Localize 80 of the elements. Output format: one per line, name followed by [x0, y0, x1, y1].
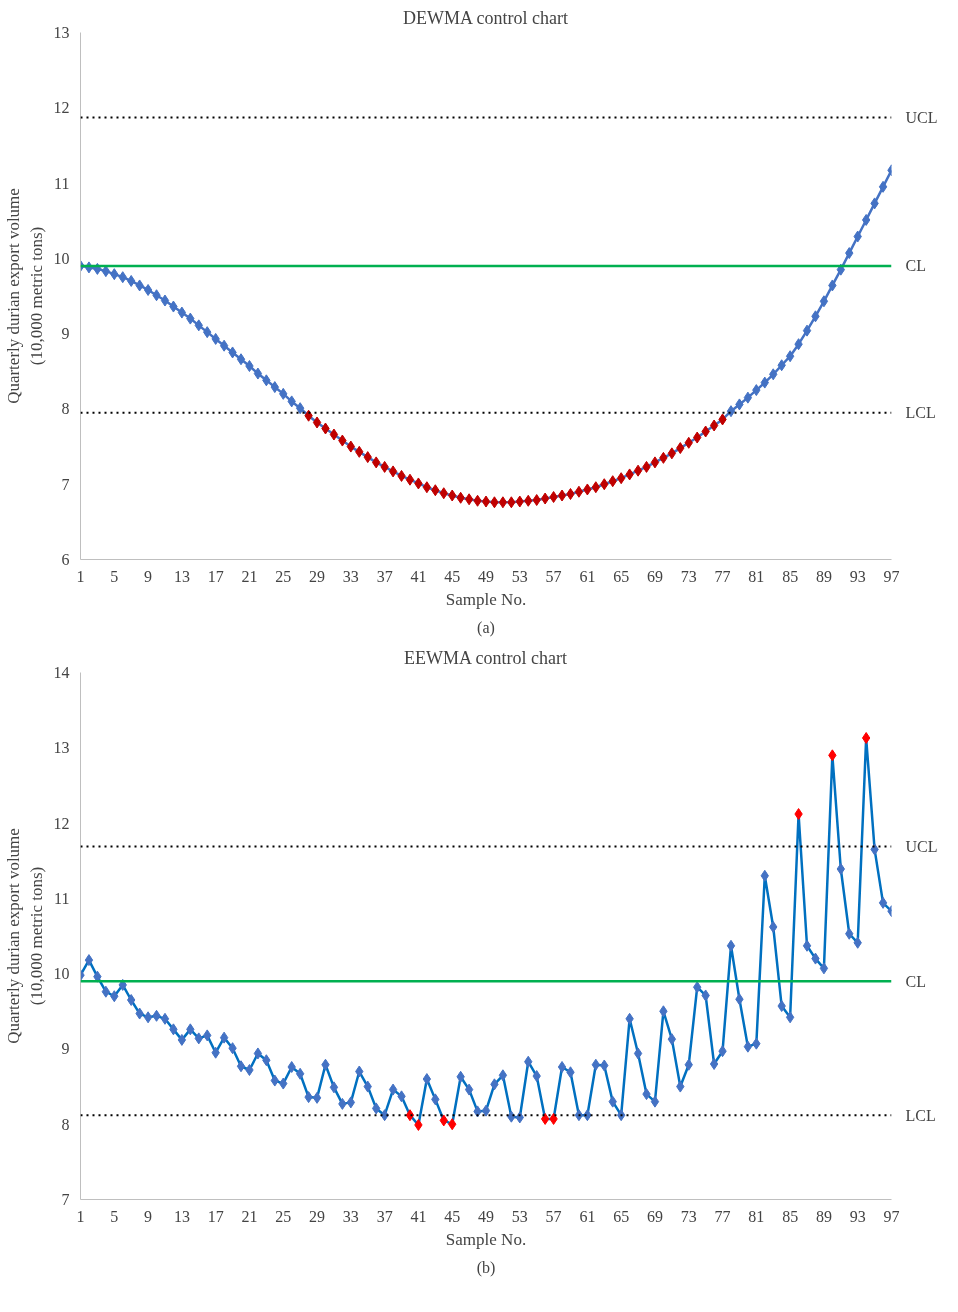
y-tick-label: 8 — [61, 1115, 70, 1133]
x-tick-label: 25 — [275, 1207, 292, 1225]
y-tick-label: 14 — [53, 664, 70, 681]
chart-title: DEWMA control chart — [403, 7, 568, 28]
x-tick-label: 81 — [748, 1207, 765, 1225]
x-tick-label: 65 — [613, 567, 630, 585]
x-tick-label: 77 — [714, 1207, 731, 1225]
y-tick-label: 12 — [53, 814, 70, 832]
y-tick-label: 9 — [61, 325, 70, 343]
y-tick-label: 9 — [61, 1040, 70, 1058]
ref-line-label: LCL — [905, 1106, 936, 1124]
x-tick-label: 97 — [883, 567, 900, 585]
y-tick-label: 7 — [61, 1191, 70, 1208]
y-tick-label: 13 — [53, 739, 70, 757]
x-tick-label: 89 — [815, 1207, 832, 1225]
x-tick-label: 53 — [511, 1207, 528, 1225]
x-tick-label: 65 — [613, 1207, 630, 1225]
x-tick-label: 69 — [646, 567, 663, 585]
ref-line-label: CL — [905, 257, 926, 275]
x-tick-label: 5 — [110, 567, 119, 585]
ref-line-label: UCL — [905, 109, 938, 127]
y-tick-label: 13 — [53, 24, 70, 41]
x-tick-label: 13 — [173, 567, 190, 585]
x-tick-label: 17 — [207, 1207, 224, 1225]
x-tick-label: 89 — [815, 567, 832, 585]
x-axis-title: Sample No. — [445, 1229, 527, 1249]
x-tick-label: 57 — [545, 567, 562, 585]
x-tick-label: 53 — [511, 567, 528, 585]
x-tick-label: 29 — [309, 567, 326, 585]
x-tick-label: 37 — [376, 1207, 393, 1225]
x-tick-label: 1 — [76, 1207, 85, 1225]
x-tick-label: 57 — [545, 1207, 562, 1225]
x-tick-label: 85 — [782, 567, 799, 585]
x-tick-label: 61 — [579, 1207, 596, 1225]
y-tick-label: 7 — [61, 475, 70, 493]
text: (a) — [477, 618, 495, 637]
x-tick-label: 93 — [849, 567, 866, 585]
y-tick-label: 12 — [53, 99, 70, 117]
x-tick-label: 5 — [110, 1207, 119, 1225]
x-axis-title: Sample No. — [445, 589, 527, 609]
y-tick-label: 10 — [53, 249, 70, 267]
text: (b) — [476, 1258, 496, 1277]
x-tick-label: 33 — [342, 1207, 359, 1225]
y-tick-label: 6 — [61, 551, 70, 568]
x-tick-label: 49 — [478, 1207, 494, 1225]
ref-line-label: UCL — [905, 837, 938, 855]
x-tick-label: 17 — [207, 567, 224, 585]
x-tick-label: 81 — [748, 567, 765, 585]
y-tick-label: 11 — [54, 889, 70, 907]
x-tick-label: 41 — [410, 1207, 427, 1225]
x-tick-label: 9 — [144, 567, 153, 585]
y-axis-title: Quarterly durian export volume (10,000 metric tons) — [3, 188, 46, 404]
ref-line-label: LCL — [905, 404, 936, 422]
x-tick-label: 37 — [376, 567, 393, 585]
x-tick-label: 1 — [76, 567, 85, 585]
y-tick-label: 10 — [53, 965, 70, 983]
x-tick-label: 69 — [646, 1207, 663, 1225]
x-tick-label: 73 — [680, 1207, 697, 1225]
x-tick-label: 13 — [173, 1207, 190, 1225]
x-tick-label: 97 — [883, 1207, 900, 1225]
x-tick-label: 45 — [444, 1207, 461, 1225]
y-axis-title: Quarterly durian export volume (10,000 metric tons) — [3, 828, 46, 1044]
y-tick-label: 8 — [61, 400, 70, 418]
x-tick-label: 49 — [478, 567, 494, 585]
y-tick-label: 11 — [54, 174, 70, 192]
x-tick-label: 41 — [410, 567, 427, 585]
ref-line-label: CL — [905, 972, 926, 990]
x-tick-label: 85 — [782, 1207, 799, 1225]
x-tick-label: 45 — [444, 567, 461, 585]
x-tick-label: 77 — [714, 567, 731, 585]
x-tick-label: 21 — [241, 1207, 258, 1225]
x-tick-label: 93 — [849, 1207, 866, 1225]
x-tick-label: 25 — [275, 567, 292, 585]
x-tick-label: 61 — [579, 567, 596, 585]
chart-title: EEWMA control chart — [404, 647, 567, 668]
x-tick-label: 73 — [680, 567, 697, 585]
x-tick-label: 33 — [342, 567, 359, 585]
x-tick-label: 9 — [144, 1207, 153, 1225]
x-tick-label: 29 — [309, 1207, 326, 1225]
x-tick-label: 21 — [241, 567, 258, 585]
